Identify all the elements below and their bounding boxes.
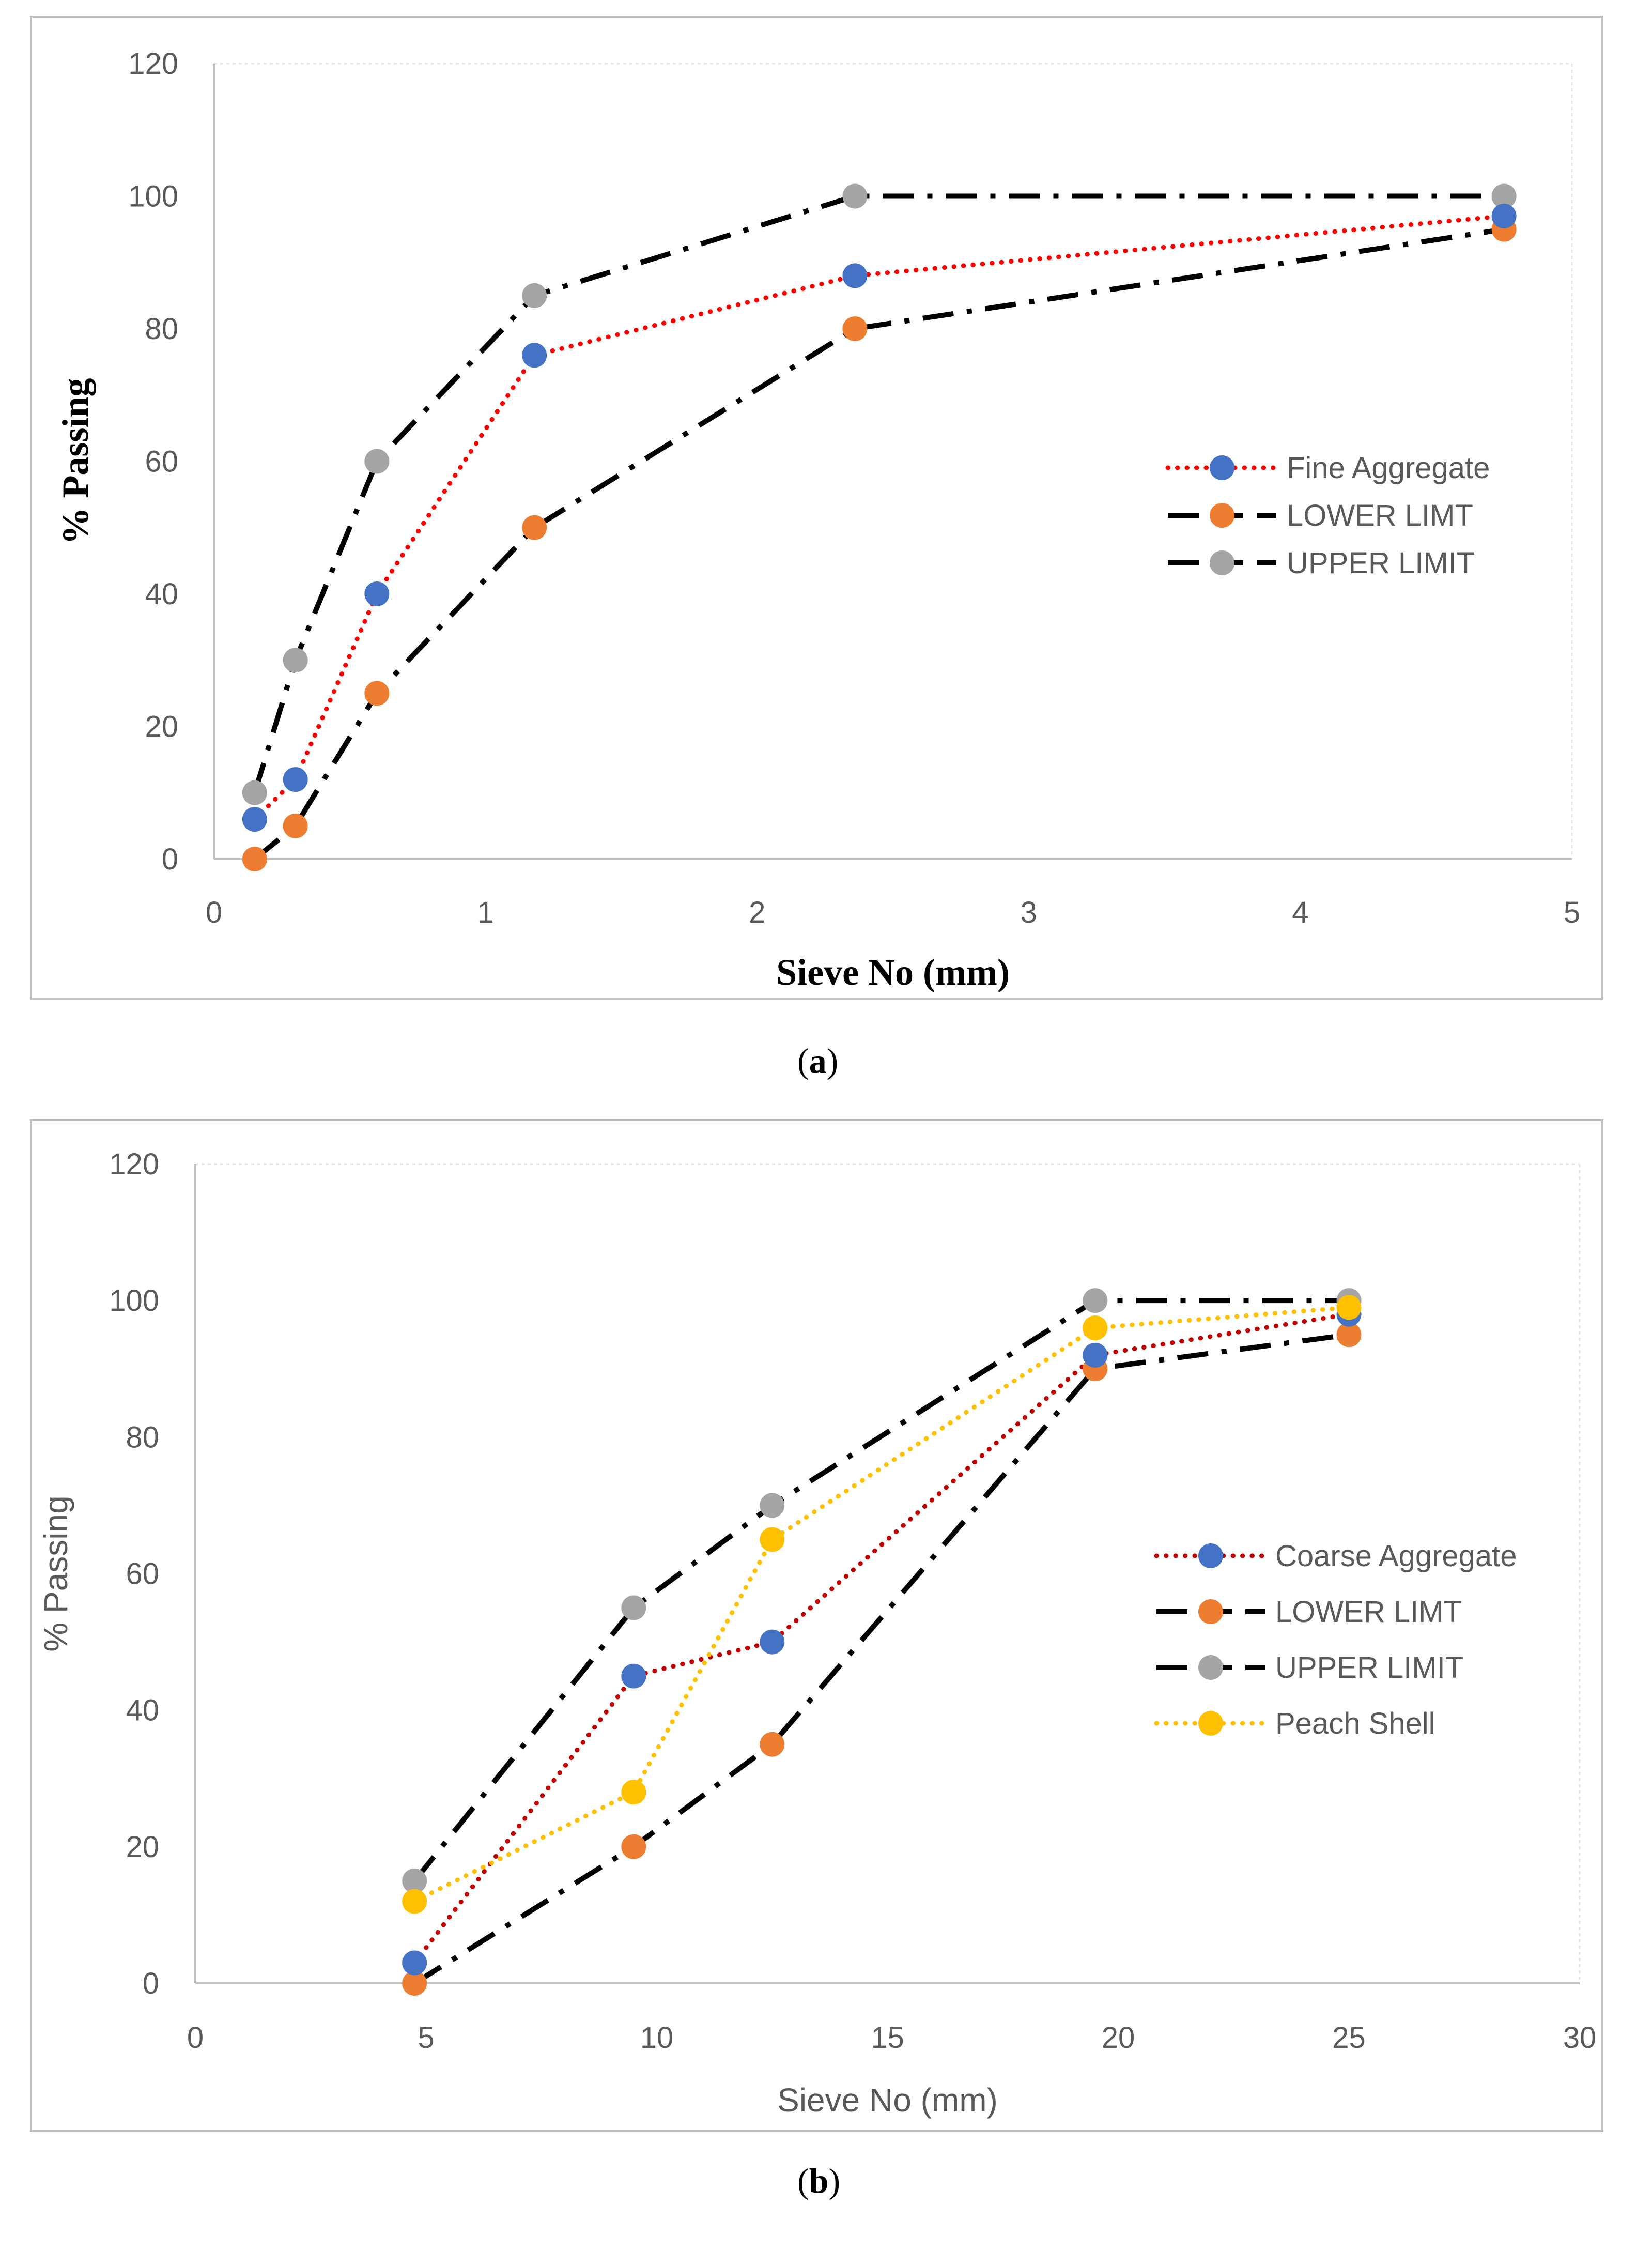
y-axis-title: % Passing — [37, 1495, 74, 1651]
data-point — [522, 343, 547, 368]
caption-a: (a) — [797, 1041, 839, 1080]
x-axis-title: Sieve No (mm) — [776, 952, 1010, 993]
data-point — [842, 263, 868, 288]
x-tick-label: 0 — [187, 2021, 204, 2055]
data-point — [283, 767, 308, 792]
legend-label: Fine Aggregate — [1287, 451, 1490, 485]
y-tick-label: 80 — [126, 1420, 159, 1454]
data-point — [1336, 1322, 1362, 1348]
data-point — [402, 1971, 427, 1996]
x-tick-label: 2 — [749, 896, 765, 929]
x-tick-label: 5 — [1564, 896, 1580, 929]
x-tick-label: 0 — [206, 896, 222, 929]
legend-label: LOWER LIMT — [1287, 499, 1473, 532]
data-point — [402, 1950, 427, 1976]
y-axis-title: % Passing — [55, 378, 96, 544]
data-point — [242, 807, 267, 832]
legend-marker — [1198, 1655, 1223, 1680]
data-point — [283, 648, 308, 673]
legend-marker — [1210, 503, 1234, 528]
data-point — [242, 847, 267, 871]
y-tick-label: 20 — [126, 1830, 159, 1864]
legend-marker — [1210, 550, 1234, 575]
legend-label: UPPER LIMIT — [1275, 1651, 1463, 1685]
y-tick-label: 40 — [145, 577, 178, 611]
y-tick-label: 0 — [162, 843, 178, 876]
y-tick-label: 40 — [126, 1694, 159, 1727]
data-point — [1491, 183, 1517, 209]
data-point — [364, 581, 390, 606]
data-point — [621, 1595, 646, 1620]
data-point — [760, 1732, 785, 1757]
series-line — [412, 1312, 1351, 1965]
data-point — [621, 1663, 646, 1689]
data-point — [1336, 1295, 1362, 1320]
series-line — [253, 226, 1505, 861]
data-point — [402, 1868, 427, 1893]
series-line — [252, 193, 1504, 794]
data-point — [760, 1629, 785, 1655]
data-point — [1491, 203, 1517, 228]
data-point — [621, 1780, 646, 1805]
data-point — [1083, 1315, 1108, 1340]
y-tick-label: 120 — [128, 47, 178, 81]
x-tick-label: 4 — [1292, 896, 1308, 929]
x-tick-label: 10 — [640, 2021, 674, 2055]
x-tick-label: 1 — [477, 896, 493, 929]
y-tick-label: 100 — [109, 1284, 159, 1318]
legend-marker — [1198, 1599, 1223, 1624]
data-point — [402, 1889, 427, 1914]
series-line — [412, 1305, 1351, 1904]
legend-marker — [1198, 1543, 1223, 1568]
legend-marker — [1198, 1711, 1223, 1736]
data-point — [1083, 1288, 1108, 1313]
x-tick-label: 30 — [1563, 2021, 1597, 2055]
y-tick-label: 100 — [128, 180, 178, 213]
legend-label: Peach Shell — [1275, 1707, 1435, 1740]
caption-b: (b) — [797, 2161, 841, 2200]
data-point — [242, 780, 267, 805]
legend-label: LOWER LIMT — [1275, 1595, 1462, 1629]
x-tick-label: 25 — [1332, 2021, 1366, 2055]
x-axis-title: Sieve No (mm) — [777, 2081, 998, 2119]
legend-label: UPPER LIMIT — [1287, 546, 1475, 580]
data-point — [760, 1493, 785, 1518]
x-tick-label: 20 — [1102, 2021, 1135, 2055]
y-tick-label: 120 — [109, 1147, 159, 1181]
data-point — [522, 515, 547, 540]
data-point — [364, 681, 390, 706]
y-tick-label: 0 — [143, 1967, 159, 2000]
x-tick-label: 3 — [1021, 896, 1037, 929]
data-point — [364, 449, 390, 474]
data-point — [842, 183, 868, 209]
x-tick-label: 15 — [871, 2021, 904, 2055]
series-line — [413, 1332, 1350, 1986]
legend-label: Coarse Aggregate — [1275, 1539, 1517, 1573]
data-point — [842, 316, 868, 341]
data-point — [760, 1527, 785, 1552]
data-point — [522, 283, 547, 308]
y-tick-label: 60 — [126, 1557, 159, 1591]
y-tick-label: 20 — [145, 710, 178, 744]
x-tick-label: 5 — [418, 2021, 434, 2055]
chart-b-frame — [30, 1119, 1603, 2132]
data-point — [621, 1834, 646, 1859]
y-tick-label: 60 — [145, 445, 178, 479]
legend-marker — [1210, 455, 1234, 480]
data-point — [1083, 1342, 1108, 1368]
y-tick-label: 80 — [145, 312, 178, 346]
data-point — [283, 813, 308, 838]
series-line — [412, 1298, 1349, 1883]
